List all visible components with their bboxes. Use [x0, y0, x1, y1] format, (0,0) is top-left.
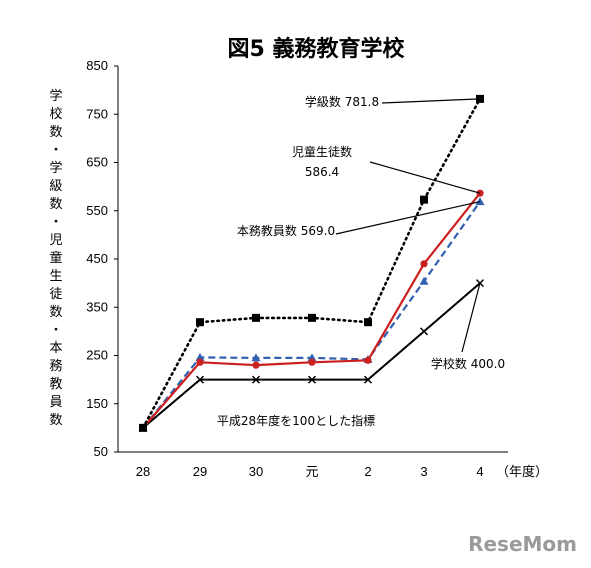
y-label-char: ・: [49, 215, 62, 230]
data-point: [251, 375, 261, 384]
data-point: [419, 327, 429, 336]
y-label-char: 務: [49, 359, 62, 374]
y-label-char: ・: [49, 143, 62, 158]
y-tick-label: 150: [86, 396, 108, 411]
axes: [117, 66, 508, 453]
y-tick-labels: 50 150 250 350 450 550 650 750 850: [86, 58, 118, 459]
y-label-char: 学: [49, 160, 62, 176]
annotation-label: 児童生徒数: [292, 144, 352, 159]
data-point: [308, 313, 316, 322]
data-point: [252, 361, 260, 369]
y-label-char: 学: [49, 88, 62, 104]
data-point: [252, 313, 260, 322]
x-tick-label: 4: [476, 464, 483, 479]
x-tick-labels: 28 29 30 元 2 3 4: [136, 464, 484, 479]
y-label-char: ・: [49, 323, 62, 338]
data-point: [308, 358, 316, 366]
y-label-char: 教: [49, 376, 62, 392]
annotation-label: 学級数 781.8: [305, 94, 379, 109]
data-point: [364, 318, 372, 327]
y-label-char: 数: [49, 305, 62, 320]
y-tick-label: 50: [94, 444, 108, 459]
data-point: [420, 260, 428, 268]
y-label-char: 数: [49, 197, 62, 212]
y-tick-label: 250: [86, 348, 108, 363]
y-label-char: 数: [49, 125, 62, 140]
annotations: 学級数 781.8 児童生徒数 586.4 本務教員数 569.0 学校数 400.0: [237, 94, 505, 371]
data-point: [196, 318, 204, 327]
leader-line: [335, 200, 481, 235]
data-point: [419, 276, 429, 285]
x-axis-unit: （年度）: [496, 464, 548, 480]
y-tick-label: 750: [86, 106, 108, 121]
data-point: [195, 352, 205, 361]
y-label-char: 級: [49, 179, 62, 194]
y-tick-label: 850: [86, 58, 108, 73]
y-label-char: 本: [49, 341, 62, 356]
leader-line: [381, 98, 481, 104]
data-point: [364, 356, 372, 364]
data-point: [475, 197, 485, 206]
x-tick-label: 29: [193, 464, 207, 479]
y-label-char: 徒: [49, 287, 62, 302]
resemom-watermark: ReseMom: [468, 532, 577, 556]
y-label-char: 童: [49, 250, 62, 266]
x-tick-label: 元: [305, 464, 318, 479]
leader-line: [461, 282, 481, 353]
chart-title: 図5 義務教育学校: [228, 36, 406, 62]
annotation-label: 本務教員数 569.0: [237, 223, 335, 238]
data-point: [420, 195, 428, 204]
data-point: [251, 353, 261, 362]
y-label-char: 員: [49, 395, 62, 410]
data-point: [307, 353, 317, 362]
x-tick-label: 30: [249, 464, 263, 479]
annotation-label: 586.4: [305, 165, 339, 179]
data-point: [363, 375, 373, 384]
x-tick-label: 3: [420, 464, 427, 479]
data-point: [195, 375, 205, 384]
y-label-char: 児: [49, 233, 62, 248]
y-tick-label: 350: [86, 299, 108, 314]
data-point: [196, 358, 204, 366]
data-point: [307, 375, 317, 384]
y-tick-label: 650: [86, 155, 108, 170]
x-tick-label: 28: [136, 464, 150, 479]
data-point: [139, 423, 147, 432]
y-axis-label: 学校数・学級数・児童生徒数・本務教員数: [49, 88, 62, 428]
leader-line: [369, 161, 481, 194]
x-tick-label: 2: [364, 464, 371, 479]
y-tick-label: 550: [86, 203, 108, 218]
y-label-char: 数: [49, 413, 62, 428]
note-text: 平成28年度を100とした指標: [217, 413, 375, 428]
series-markers: [138, 94, 485, 432]
y-label-char: 校: [49, 106, 62, 122]
y-label-char: 生: [49, 269, 62, 284]
annotation-label: 学校数 400.0: [431, 356, 505, 371]
y-tick-label: 450: [86, 251, 108, 266]
